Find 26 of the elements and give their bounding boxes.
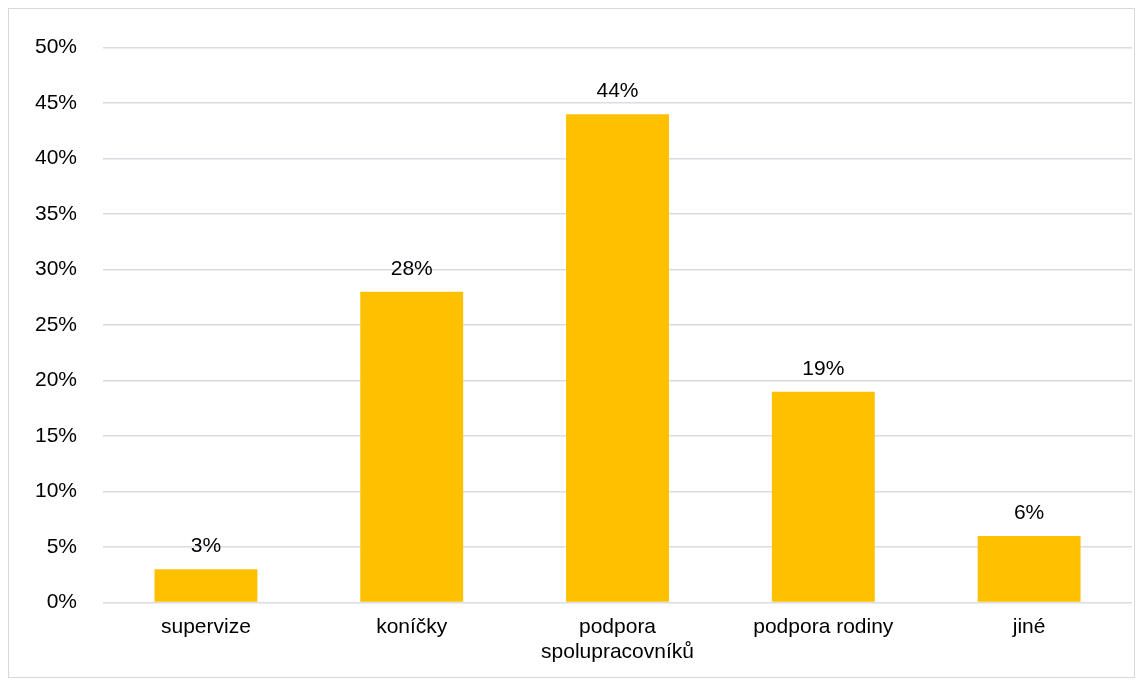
data-label: 19%: [802, 355, 845, 379]
x-tick-label: koníčky: [376, 614, 448, 637]
data-label: 28%: [390, 255, 433, 279]
bar: [977, 536, 1081, 602]
x-tick-label: podpora spolupracovníků: [541, 614, 694, 663]
y-tick-label: 40%: [35, 145, 78, 169]
bar: [566, 114, 669, 602]
x-tick-label: podpora rodiny: [753, 614, 894, 637]
y-tick-label: 35%: [35, 200, 78, 224]
data-label: 6%: [1013, 500, 1045, 523]
y-tick-label: 20%: [35, 367, 78, 391]
data-label: 44%: [596, 78, 639, 102]
bar: [154, 569, 258, 602]
y-tick-label: 45%: [35, 89, 78, 113]
y-tick-label: 15%: [35, 422, 78, 446]
x-tick-label: supervize: [160, 614, 251, 637]
y-tick-label: 25%: [35, 311, 78, 335]
data-label: 3%: [190, 533, 222, 557]
y-tick-label: 10%: [35, 478, 78, 502]
y-tick-label: 30%: [35, 256, 78, 280]
bar: [360, 291, 464, 602]
x-tick-label: jiné: [1011, 614, 1046, 637]
y-tick-label: 5%: [46, 533, 78, 557]
y-tick-label: 0%: [46, 589, 78, 613]
bar: [771, 391, 875, 602]
y-tick-label: 50%: [35, 34, 78, 58]
